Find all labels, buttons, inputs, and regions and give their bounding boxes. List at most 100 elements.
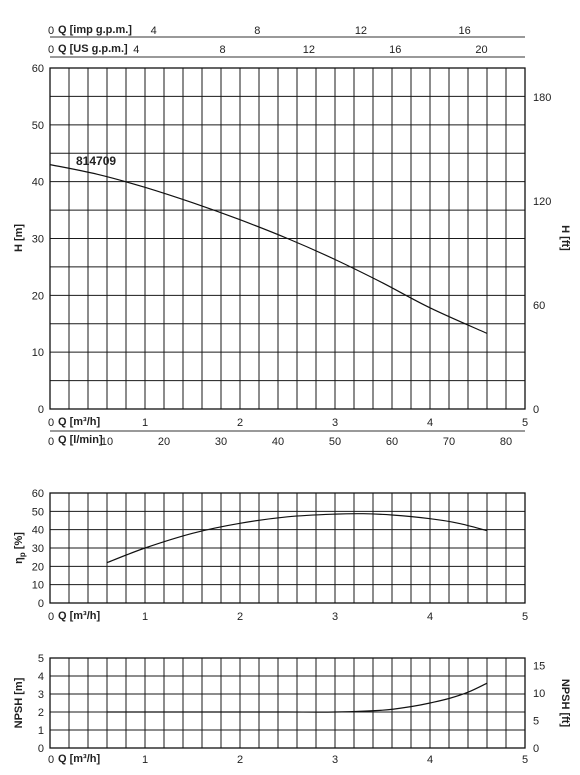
efficiency-chart: 0 10 20 30 40 50 60 ηp [%] 0 Q [m³/h] 1 2 3 4 5 [13,488,528,623]
x-tick-label: 1 [142,611,148,623]
us-tick-label: 12 [303,44,315,56]
imp-tick-label: 16 [458,25,470,37]
us-tick-label: 20 [475,44,487,56]
head-frame [49,67,526,410]
imp-tick-label: 8 [254,25,260,37]
y2-tick-label: 0 [533,404,539,416]
npsh-left-ticks: 0 1 2 3 4 5 [38,653,44,755]
y-tick-label: 1 [38,725,44,737]
y-tick-label: 10 [32,347,44,359]
y2-tick-label: 120 [533,196,551,208]
y-tick-label: 60 [32,63,44,75]
efficiency-grid [50,493,525,603]
imp-tick-label: 12 [355,25,367,37]
lmin-tick-label: 80 [500,436,512,448]
efficiency-left-ticks: 0 10 20 30 40 50 60 [32,488,44,610]
y-tick-label: 30 [32,543,44,555]
lmin-tick-label: 20 [158,436,170,448]
y-tick-label: 2 [38,707,44,719]
y-tick-label: 20 [32,290,44,302]
head-right-ticks: 0 60 120 180 [533,92,551,416]
x-tick-label: 5 [522,611,528,623]
x-tick-label: 2 [237,754,243,766]
us-tick-label: 16 [389,44,401,56]
x-tick-label: 2 [237,611,243,623]
efficiency-frame [49,492,526,604]
efficiency-x-ticks: 1 2 3 4 5 [142,611,528,623]
y-tick-label: 4 [38,671,44,683]
us-tick-label: 8 [220,44,226,56]
y2-tick-label: 0 [533,743,539,755]
imp-scale-zero: 0 [48,25,54,37]
eff-x-label: Q [m³/h] [58,610,100,622]
lmin-tick-label: 30 [215,436,227,448]
us-scale-ticks: 4 8 12 16 20 [133,44,487,56]
lmin-zero: 0 [48,436,54,448]
x-tick-label: 3 [332,611,338,623]
x-tick-label: 3 [332,754,338,766]
y2-tick-label: 10 [533,688,545,700]
y2-tick-label: 180 [533,92,551,104]
lmin-ticks: 10 20 30 40 50 60 70 80 [101,436,512,448]
npsh-grid [50,658,525,748]
imp-tick-label: 4 [151,25,157,37]
y-tick-label: 50 [32,120,44,132]
y-tick-label: 3 [38,689,44,701]
npsh-x-ticks: 1 2 3 4 5 [142,754,528,766]
head-ylabel-right: H [ft] [559,225,571,251]
x-tick-label: 1 [142,754,148,766]
x-tick-label: 2 [237,417,243,429]
npsh-curve [107,682,488,713]
lmin-tick-label: 50 [329,436,341,448]
npsh-x-label: Q [m³/h] [58,753,100,765]
x-tick-label: 4 [427,754,433,766]
y-tick-label: 30 [32,234,44,246]
head-curve-label: 814709 [76,154,116,168]
head-x-label: Q [m³/h] [58,416,100,428]
head-curve [49,164,488,334]
x-tick-label: 3 [332,417,338,429]
x-tick-label: 5 [522,417,528,429]
efficiency-ylabel: ηp [%] [13,532,27,564]
y-tick-label: 0 [38,404,44,416]
y2-tick-label: 60 [533,300,545,312]
head-left-ticks: 0 10 20 30 40 50 60 [32,63,44,416]
x-tick-label: 4 [427,417,433,429]
y-tick-label: 40 [32,525,44,537]
y-tick-label: 0 [38,743,44,755]
head-ylabel-left: H [m] [13,224,25,252]
y-tick-label: 0 [38,598,44,610]
imp-scale-ticks: 4 8 12 16 [151,25,471,37]
us-scale-zero: 0 [48,44,54,56]
x-tick-label: 1 [142,417,148,429]
top-flow-scales: 0 Q [imp g.p.m.] 0 Q [US g.p.m.] 4 8 12 16 … [48,24,525,58]
y-tick-label: 20 [32,561,44,573]
npsh-x-zero: 0 [48,754,54,766]
y-tick-label: 50 [32,506,44,518]
x-tick-label: 5 [522,754,528,766]
npsh-ylabel-left: NPSH [m] [13,677,25,728]
head-grid [50,68,525,409]
y-tick-label: 60 [32,488,44,500]
x-tick-label: 4 [427,611,433,623]
head-x-ticks: 1 2 3 4 5 [142,417,528,429]
lmin-tick-label: 70 [443,436,455,448]
npsh-right-ticks: 0 5 10 15 [533,661,545,755]
us-tick-label: 4 [133,44,139,56]
lmin-tick-label: 60 [386,436,398,448]
us-scale-label: Q [US g.p.m.] [58,43,128,55]
y-tick-label: 40 [32,177,44,189]
y2-tick-label: 15 [533,661,545,673]
imp-scale-label: Q [imp g.p.m.] [58,24,132,36]
efficiency-curve [106,513,488,564]
lmin-tick-label: 40 [272,436,284,448]
npsh-frame [49,657,526,749]
lmin-label: Q [l/min] [58,434,103,446]
y2-tick-label: 5 [533,716,539,728]
eff-x-zero: 0 [48,611,54,623]
lmin-tick-label: 10 [101,436,113,448]
npsh-ylabel-right: NPSH [ft] [559,679,571,728]
